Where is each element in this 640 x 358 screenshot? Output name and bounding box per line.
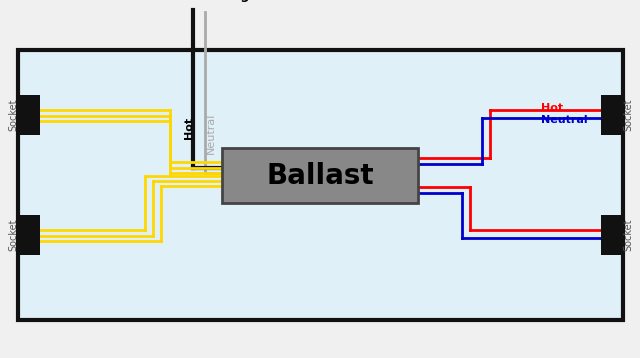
FancyBboxPatch shape (222, 148, 418, 203)
Text: Ballast: Ballast (266, 161, 374, 189)
Text: Socket: Socket (623, 219, 633, 251)
Text: Neutral: Neutral (541, 115, 588, 125)
FancyBboxPatch shape (18, 50, 623, 320)
Text: Socket: Socket (8, 219, 18, 251)
FancyBboxPatch shape (601, 95, 623, 135)
Text: Hot: Hot (541, 103, 563, 113)
Text: Hot: Hot (184, 117, 194, 139)
Text: Power from
the building: Power from the building (165, 0, 249, 2)
FancyBboxPatch shape (601, 215, 623, 255)
FancyBboxPatch shape (18, 215, 40, 255)
Text: Socket: Socket (623, 99, 633, 131)
Text: Socket: Socket (8, 99, 18, 131)
FancyBboxPatch shape (18, 95, 40, 135)
Text: Neutral: Neutral (206, 112, 216, 154)
